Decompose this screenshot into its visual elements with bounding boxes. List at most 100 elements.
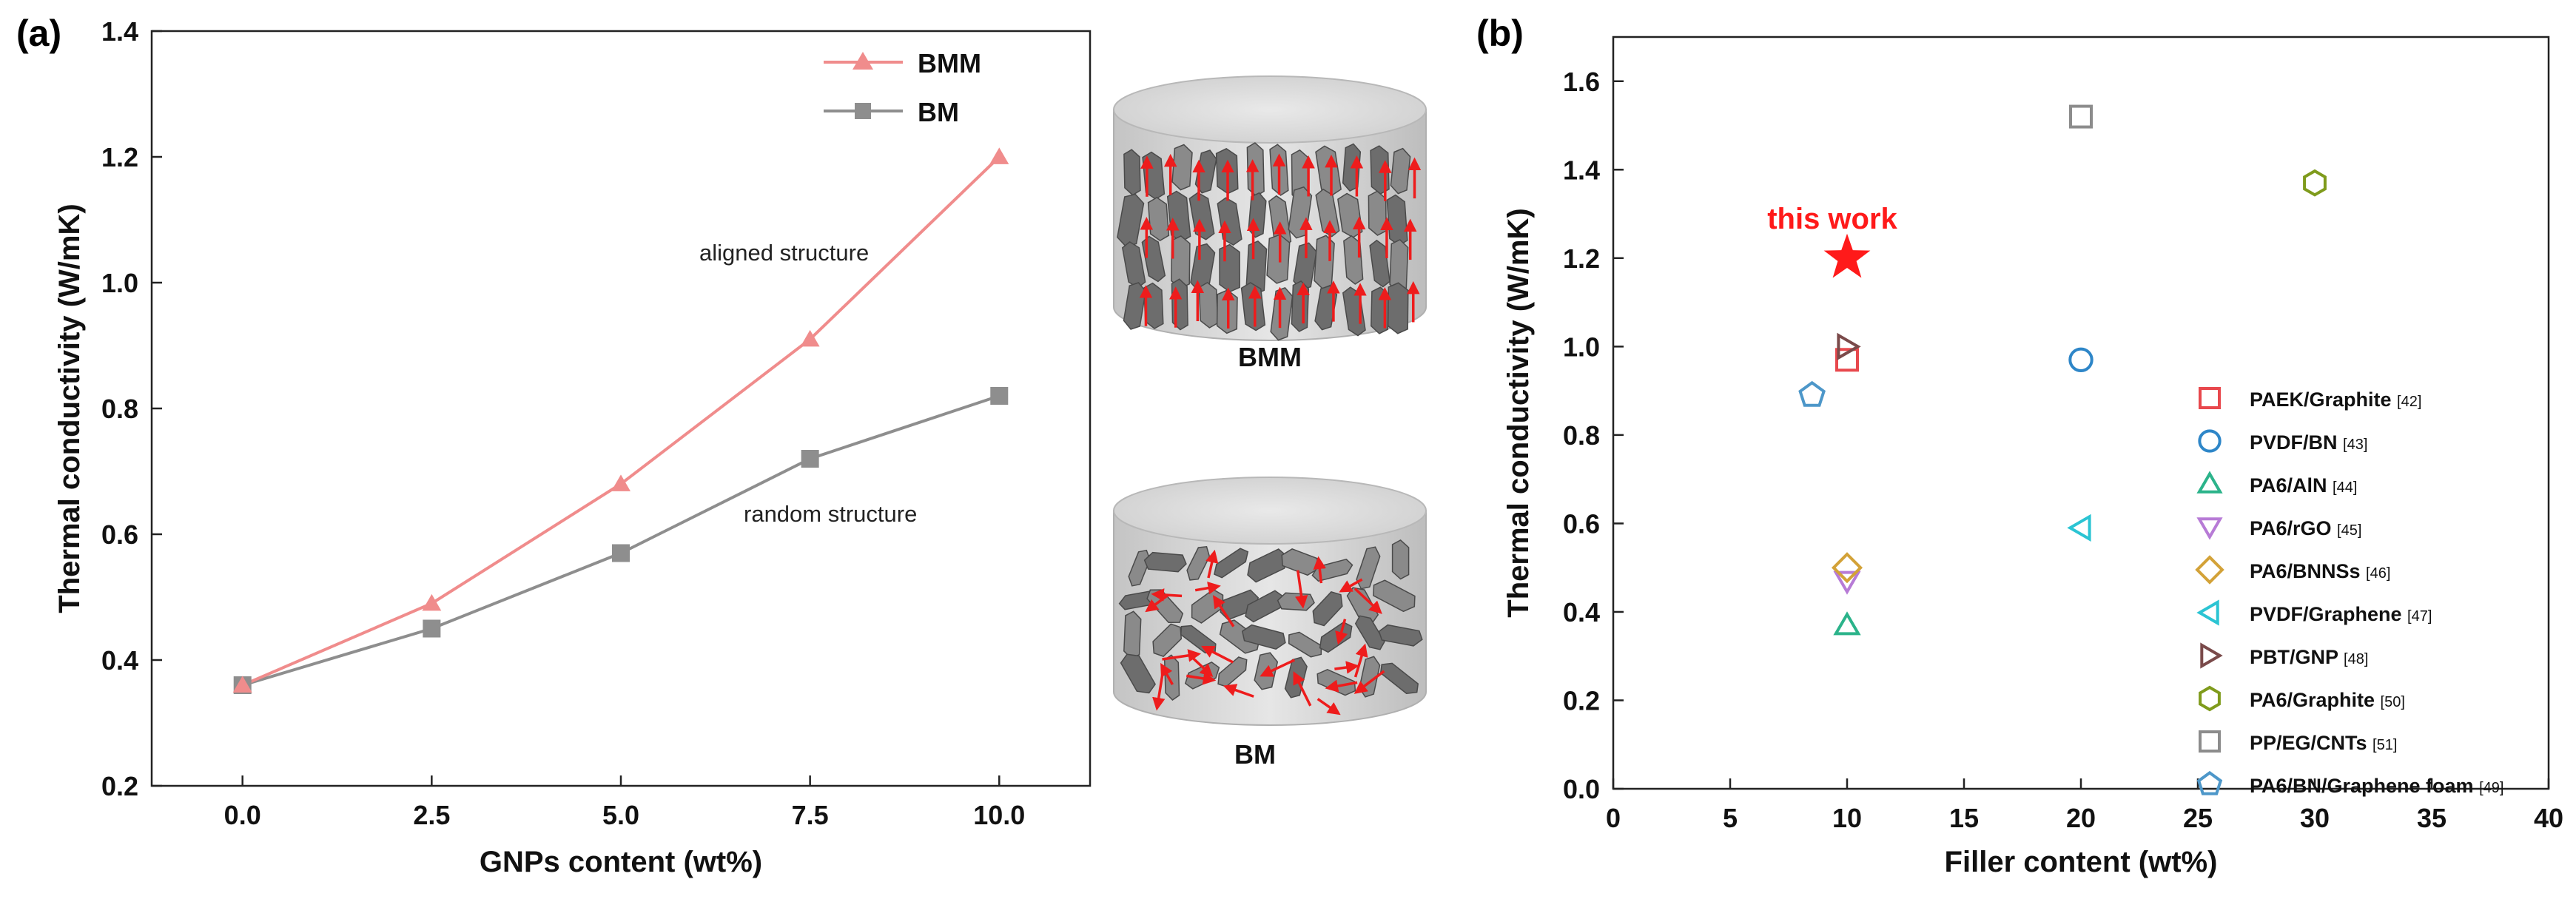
data-point-paek-graphite bbox=[1835, 348, 1859, 372]
filler-flake bbox=[1166, 190, 1191, 243]
legend-marker-pvdf-bn bbox=[2198, 429, 2222, 453]
data-point-pa6-bn-graphene-foam bbox=[1798, 380, 1826, 407]
filler-flake bbox=[1390, 147, 1411, 195]
panel-b-x-tick-label: 25 bbox=[2183, 803, 2213, 833]
filler-flake bbox=[1291, 280, 1310, 332]
panel-a-y-tick-label: 1.2 bbox=[101, 142, 138, 172]
panel-b-x-tick-label: 0 bbox=[1606, 803, 1621, 833]
panel-a-y-tick-label: 0.6 bbox=[101, 519, 138, 550]
panel-a-legend: BMM BM bbox=[824, 48, 981, 127]
heat-flow-arrow bbox=[1325, 679, 1358, 693]
legend-label-pbt-gnp: PBT/GNP [48] bbox=[2250, 646, 2368, 668]
legend-bm-label: BM bbox=[918, 97, 959, 127]
filler-flake bbox=[1246, 142, 1265, 197]
legend-marker-pa6-rgo bbox=[2196, 517, 2223, 540]
filler-flake bbox=[1248, 192, 1267, 238]
legend-label-pa6-aln: PA6/AlN [44] bbox=[2250, 474, 2357, 497]
panel-a-x-tick-label: 5.0 bbox=[602, 800, 639, 830]
legend-label-pa6-bn-graphene-foam: PA6/BN/Graphene foam [49] bbox=[2250, 775, 2503, 797]
filler-flake bbox=[1378, 624, 1423, 647]
filler-flake bbox=[1186, 545, 1211, 581]
filler-flake bbox=[1143, 551, 1187, 573]
panel-a-series-lines bbox=[241, 155, 1001, 687]
data-point-bmm bbox=[422, 593, 442, 611]
panel-a-series-markers bbox=[232, 147, 1009, 694]
filler-flake bbox=[1387, 282, 1409, 334]
random-filler-cylinder-icon bbox=[1113, 477, 1427, 726]
filler-flake bbox=[1117, 193, 1145, 247]
filler-flake bbox=[1373, 579, 1416, 613]
panel-b-y-tick-label: 1.6 bbox=[1563, 67, 1600, 97]
panel-b-y-tick-label: 1.0 bbox=[1563, 331, 1600, 362]
heat-flow-arrow bbox=[1316, 698, 1341, 716]
panel-b: (b) 0.0 0.2 0.4 0.6 0.8 1.0 1.2 1.4 1.6 0 5 10 15 20… bbox=[1476, 13, 2563, 878]
panel-b-y-tick-label: 1.4 bbox=[1563, 155, 1600, 185]
panel-a-y-tick-label: 0.8 bbox=[101, 394, 138, 424]
heat-flow-arrow bbox=[1260, 659, 1296, 677]
panel-a-x-axis: 0.0 2.5 5.0 7.5 10.0 bbox=[224, 775, 1025, 830]
panel-b-label: (b) bbox=[1476, 13, 1524, 54]
series-line-bm bbox=[242, 394, 1000, 687]
data-point-pvdf-graphene bbox=[2067, 514, 2091, 542]
legend-marker-paek-graphite bbox=[2199, 387, 2221, 409]
heat-flow-arrow bbox=[1194, 582, 1221, 595]
legend-bmm-triangle-icon bbox=[852, 52, 873, 70]
filler-flake bbox=[1368, 190, 1387, 236]
panel-b-y-tick-label: 1.2 bbox=[1563, 243, 1600, 274]
heat-flow-arrow bbox=[1201, 645, 1234, 664]
filler-flake bbox=[1141, 235, 1166, 283]
heat-flow-arrow bbox=[1353, 643, 1368, 678]
aligned-filler-cylinder-icon bbox=[1113, 75, 1427, 341]
filler-flake bbox=[1356, 546, 1381, 590]
legend-marker-pa6-aln bbox=[2196, 471, 2223, 494]
data-point-pa6-graphite bbox=[2303, 169, 2327, 197]
legend-bm-square-icon bbox=[855, 103, 871, 119]
panel-b-x-axis: 0 5 10 15 20 25 30 35 40 bbox=[1606, 778, 2563, 833]
filler-flake bbox=[1219, 243, 1240, 293]
panel-b-x-tick-label: 20 bbox=[2066, 803, 2096, 833]
filler-flake bbox=[1121, 240, 1146, 289]
panel-a-x-tick-label: 7.5 bbox=[792, 800, 829, 830]
filler-flake bbox=[1219, 619, 1260, 654]
illustration-bmm-caption: BMM bbox=[1238, 342, 1302, 372]
filler-flake bbox=[1288, 631, 1322, 658]
legend-marker-pbt-gnp bbox=[2200, 642, 2223, 669]
heat-flow-arrow bbox=[1145, 593, 1169, 613]
filler-flake bbox=[1171, 144, 1193, 191]
panel-a-plot-frame bbox=[150, 30, 1092, 787]
data-point-pa6-rgo bbox=[1833, 571, 1861, 595]
filler-flake bbox=[1152, 623, 1183, 657]
filler-flake bbox=[1123, 610, 1142, 660]
filler-flake bbox=[1198, 281, 1219, 329]
panel-b-y-tick-label: 0.2 bbox=[1563, 685, 1600, 716]
this-work-star-icon bbox=[1823, 233, 1871, 278]
data-point-pa6-aln bbox=[1833, 611, 1861, 636]
data-point-bm bbox=[423, 619, 441, 638]
panel-b-y-axis-title: Thermal conductivity (W/mK) bbox=[1502, 208, 1535, 617]
data-point-pa6-bnnss bbox=[1831, 552, 1863, 584]
legend-label-pvdf-bn: PVDF/BN [43] bbox=[2250, 431, 2367, 454]
series-line-bmm bbox=[241, 155, 1001, 687]
heat-flow-arrow bbox=[1152, 672, 1166, 711]
data-point-bm bbox=[990, 387, 1009, 405]
filler-flake bbox=[1171, 278, 1188, 331]
panel-a: (a) 0.2 0.4 0.6 0.8 1.0 1.2 1.4 0.0 2.5 5.0 7.5 10… bbox=[16, 13, 1092, 878]
panel-a-y-axis-title: Thermal conductivity (W/mK) bbox=[53, 203, 86, 613]
panel-a-x-tick-label: 2.5 bbox=[413, 800, 450, 830]
legend-label-pa6-graphite: PA6/Graphite [50] bbox=[2250, 689, 2405, 711]
heat-flow-arrow bbox=[1212, 595, 1235, 627]
filler-flake bbox=[1128, 549, 1151, 587]
panel-a-label: (a) bbox=[16, 13, 61, 54]
annotation-random-structure: random structure bbox=[744, 501, 917, 527]
panel-a-x-tick-label: 10.0 bbox=[973, 800, 1025, 830]
heat-flow-arrow bbox=[1205, 549, 1219, 579]
filler-flake bbox=[1241, 624, 1286, 650]
panel-b-data-points bbox=[1798, 104, 2327, 636]
panel-b-legend: PAEK/Graphite [42] PVDF/BN [43] PA6/AlN [4… bbox=[2195, 387, 2503, 797]
heat-flow-arrow bbox=[1294, 570, 1308, 609]
heat-flow-arrow bbox=[1293, 671, 1312, 707]
panel-b-x-tick-label: 30 bbox=[2300, 803, 2330, 833]
illustration-bm-caption: BM bbox=[1234, 739, 1276, 770]
legend-bmm-label: BMM bbox=[918, 48, 981, 78]
heat-flow-arrow bbox=[1353, 588, 1382, 614]
